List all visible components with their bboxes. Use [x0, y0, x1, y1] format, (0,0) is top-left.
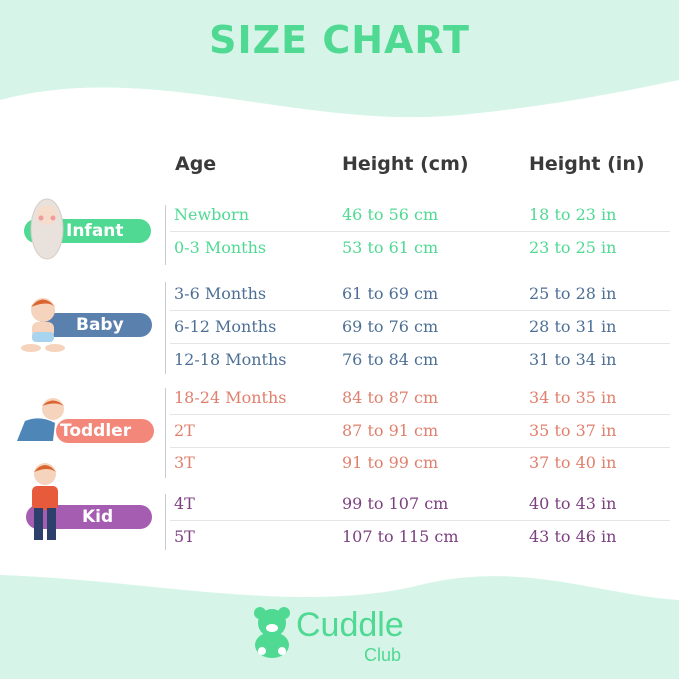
baby-icon [21, 298, 65, 352]
row-divider [170, 310, 670, 311]
cell-in: 28 to 31 in [529, 317, 617, 336]
brand-name: Cuddle [296, 606, 404, 644]
cell-in: 43 to 46 in [529, 527, 617, 546]
row-divider [170, 343, 670, 344]
cell-in: 31 to 34 in [529, 350, 617, 369]
kid-icon [32, 463, 58, 540]
cell-in: 37 to 40 in [529, 453, 617, 472]
cell-in: 18 to 23 in [529, 205, 617, 224]
cell-in: 25 to 28 in [529, 284, 617, 303]
row-divider [170, 414, 670, 415]
row-divider [170, 447, 670, 448]
cell-cm: 61 to 69 cm [342, 284, 439, 303]
badge-label: Toddler [60, 421, 132, 441]
cell-age: 18-24 Months [174, 388, 287, 407]
cell-age: 3T [174, 453, 195, 472]
badge-toddler: Toddler [56, 419, 154, 443]
cell-cm: 53 to 61 cm [342, 238, 439, 257]
cell-age: 12-18 Months [174, 350, 287, 369]
cell-cm: 107 to 115 cm [342, 527, 459, 546]
badge-label: Kid [82, 507, 114, 527]
cell-age: 3-6 Months [174, 284, 267, 303]
cell-in: 34 to 35 in [529, 388, 617, 407]
cell-cm: 99 to 107 cm [342, 494, 449, 513]
badge-label: Infant [66, 221, 124, 241]
cell-age: 2T [174, 421, 195, 440]
header-age: Age [175, 153, 217, 175]
cell-cm: 69 to 76 cm [342, 317, 439, 336]
teddy-bear-icon [254, 607, 290, 658]
cell-cm: 87 to 91 cm [342, 421, 439, 440]
cell-cm: 46 to 56 cm [342, 205, 439, 224]
cell-in: 35 to 37 in [529, 421, 617, 440]
row-divider [170, 520, 670, 521]
cell-in: 40 to 43 in [529, 494, 617, 513]
badge-label: Baby [76, 315, 124, 335]
cell-age: 5T [174, 527, 195, 546]
cell-age: 6-12 Months [174, 317, 277, 336]
cell-in: 23 to 25 in [529, 238, 617, 257]
cell-cm: 76 to 84 cm [342, 350, 439, 369]
toddler-icon [17, 398, 64, 441]
cell-cm: 84 to 87 cm [342, 388, 439, 407]
header-height-in: Height (in) [529, 153, 645, 175]
cell-age: Newborn [174, 205, 249, 224]
page-title: SIZE CHART [209, 18, 470, 62]
row-divider [170, 231, 670, 232]
badge-baby: Baby [40, 313, 152, 337]
infant-swaddle-icon [30, 198, 64, 260]
cell-age: 4T [174, 494, 195, 513]
brand-sub: Club [364, 645, 402, 665]
header-height-cm: Height (cm) [342, 153, 469, 175]
cell-cm: 91 to 99 cm [342, 453, 439, 472]
cell-age: 0-3 Months [174, 238, 267, 257]
